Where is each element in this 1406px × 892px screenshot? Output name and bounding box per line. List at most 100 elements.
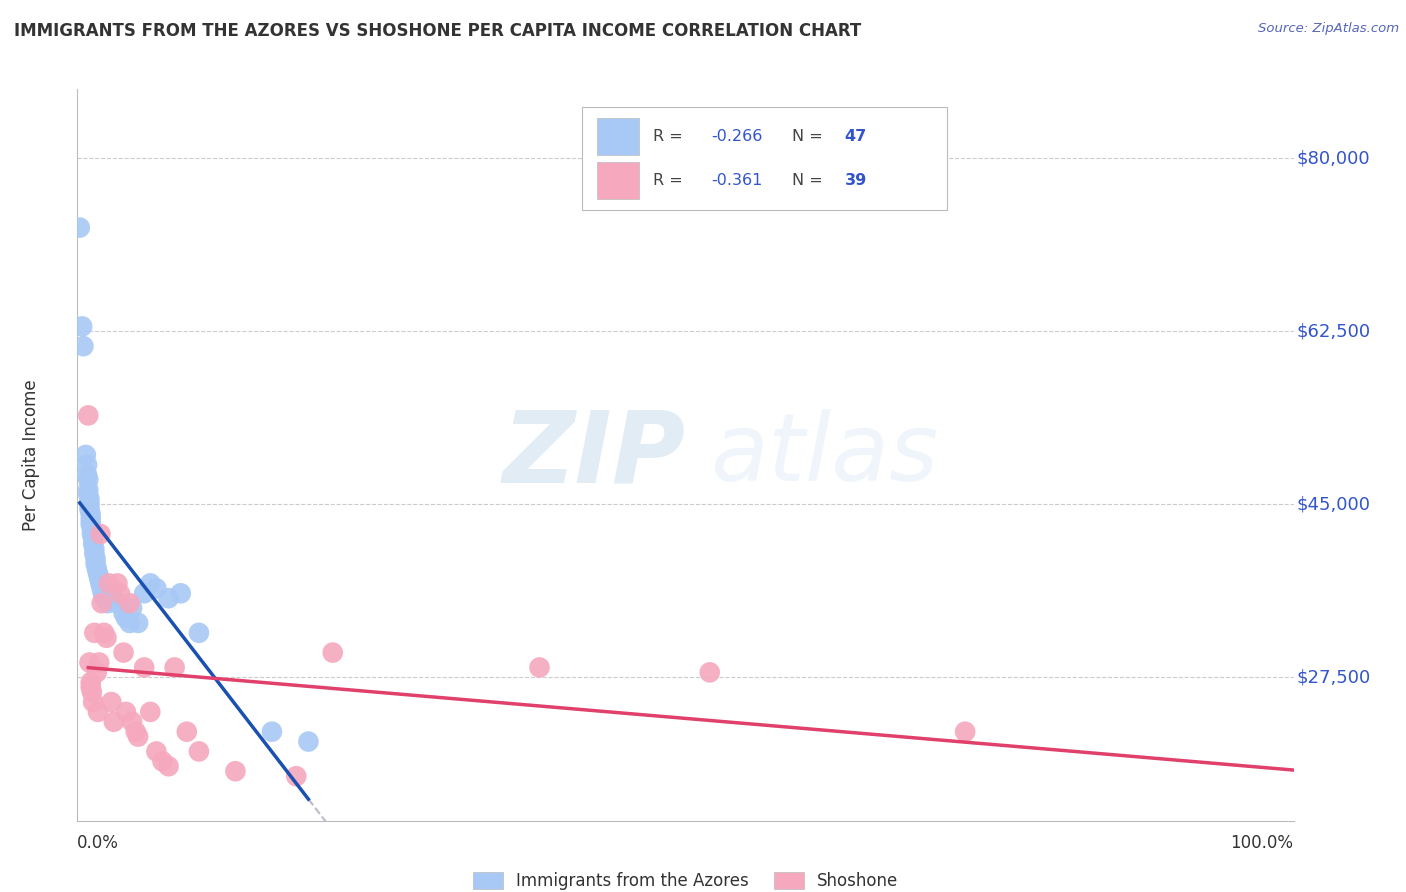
- Text: N =: N =: [793, 129, 828, 145]
- Point: [115, 705, 138, 719]
- Point: [170, 586, 193, 600]
- Text: IMMIGRANTS FROM THE AZORES VS SHOSHONE PER CAPITA INCOME CORRELATION CHART: IMMIGRANTS FROM THE AZORES VS SHOSHONE P…: [14, 22, 862, 40]
- Point: [87, 566, 110, 581]
- Text: $80,000: $80,000: [1296, 149, 1369, 168]
- Point: [84, 557, 107, 571]
- Point: [89, 656, 111, 670]
- Text: 47: 47: [845, 129, 868, 145]
- Point: [90, 596, 112, 610]
- Point: [127, 615, 149, 630]
- Point: [121, 714, 143, 729]
- Point: [86, 561, 108, 575]
- Point: [188, 744, 211, 758]
- Point: [134, 586, 156, 600]
- Point: [87, 705, 110, 719]
- Point: [93, 591, 115, 606]
- Point: [112, 606, 135, 620]
- Point: [152, 755, 174, 769]
- Point: [157, 759, 180, 773]
- Point: [176, 724, 198, 739]
- Point: [83, 625, 105, 640]
- Point: [118, 596, 141, 610]
- Point: [76, 458, 98, 472]
- Point: [107, 596, 129, 610]
- Point: [72, 339, 94, 353]
- Point: [145, 744, 167, 758]
- Text: $62,500: $62,500: [1296, 322, 1371, 341]
- Point: [103, 714, 125, 729]
- Point: [163, 660, 186, 674]
- Point: [100, 695, 122, 709]
- Point: [77, 473, 100, 487]
- Point: [79, 492, 101, 507]
- FancyBboxPatch shape: [596, 162, 640, 199]
- Point: [107, 576, 129, 591]
- Point: [297, 734, 319, 748]
- Point: [125, 724, 148, 739]
- Point: [80, 685, 103, 699]
- Point: [75, 448, 97, 462]
- Text: $27,500: $27,500: [1296, 668, 1371, 686]
- Point: [96, 631, 118, 645]
- Point: [79, 502, 101, 516]
- Point: [79, 497, 101, 511]
- Text: 39: 39: [845, 173, 868, 188]
- Text: -0.266: -0.266: [711, 129, 762, 145]
- Text: R =: R =: [652, 129, 688, 145]
- Point: [90, 582, 112, 596]
- Point: [89, 527, 111, 541]
- Point: [77, 483, 100, 497]
- Text: 100.0%: 100.0%: [1230, 834, 1294, 852]
- Point: [77, 487, 100, 501]
- Point: [80, 517, 103, 532]
- Text: Source: ZipAtlas.com: Source: ZipAtlas.com: [1258, 22, 1399, 36]
- Text: atlas: atlas: [710, 409, 938, 500]
- Point: [112, 646, 135, 660]
- Point: [89, 572, 111, 586]
- Point: [79, 656, 101, 670]
- Point: [127, 730, 149, 744]
- Point: [91, 586, 114, 600]
- Text: Per Capita Income: Per Capita Income: [22, 379, 39, 531]
- Point: [139, 705, 162, 719]
- Point: [98, 586, 121, 600]
- Point: [322, 646, 344, 660]
- FancyBboxPatch shape: [582, 108, 946, 210]
- Point: [108, 586, 131, 600]
- Point: [69, 220, 91, 235]
- Point: [224, 764, 246, 779]
- Point: [89, 576, 111, 591]
- Point: [80, 680, 103, 694]
- Point: [157, 591, 180, 606]
- Point: [260, 724, 283, 739]
- Point: [188, 625, 211, 640]
- Point: [118, 615, 141, 630]
- Point: [134, 660, 156, 674]
- Point: [83, 541, 105, 556]
- Point: [145, 582, 167, 596]
- Text: 0.0%: 0.0%: [77, 834, 120, 852]
- Point: [80, 522, 103, 536]
- Point: [76, 467, 98, 482]
- Text: $45,000: $45,000: [1296, 495, 1371, 513]
- Point: [84, 551, 107, 566]
- Point: [82, 532, 104, 546]
- Text: ZIP: ZIP: [502, 407, 686, 503]
- Point: [529, 660, 551, 674]
- Point: [115, 611, 138, 625]
- Point: [86, 665, 108, 680]
- Point: [699, 665, 721, 680]
- Point: [93, 625, 115, 640]
- Point: [953, 724, 976, 739]
- Point: [80, 527, 103, 541]
- Point: [97, 576, 120, 591]
- FancyBboxPatch shape: [596, 119, 640, 155]
- Point: [103, 591, 125, 606]
- Point: [121, 601, 143, 615]
- Text: R =: R =: [652, 173, 688, 188]
- Point: [80, 675, 103, 690]
- Point: [285, 769, 308, 783]
- Point: [97, 596, 120, 610]
- Text: -0.361: -0.361: [711, 173, 762, 188]
- Point: [70, 319, 93, 334]
